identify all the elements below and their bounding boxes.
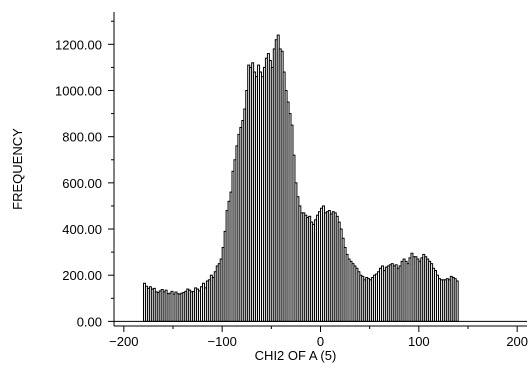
y-tick-label: 1200.00	[55, 37, 102, 52]
x-axis: −200 −100 0 100 200	[109, 326, 528, 349]
x-tick-label: 200	[506, 334, 528, 349]
histogram-bar	[455, 280, 459, 322]
y-axis-label: FREQUENCY	[10, 128, 25, 210]
x-tick-label: −200	[109, 334, 138, 349]
y-tick-label: 600.00	[62, 176, 102, 191]
y-axis: 0.00 200.00 400.00 600.00 800.00 1000.00 1200.…	[55, 20, 114, 329]
y-tick-label: 0.00	[77, 314, 102, 329]
y-tick-label: 1000.00	[55, 84, 102, 99]
y-tick-label: 200.00	[62, 268, 102, 283]
x-tick-label: −100	[208, 334, 237, 349]
y-tick-label: 800.00	[62, 130, 102, 145]
y-tick-label: 400.00	[62, 222, 102, 237]
bars-group	[143, 34, 459, 322]
x-tick-label: 100	[408, 334, 430, 349]
x-axis-label: CHI2 OF A (5)	[255, 348, 337, 363]
x-tick-label: 0	[317, 334, 324, 349]
